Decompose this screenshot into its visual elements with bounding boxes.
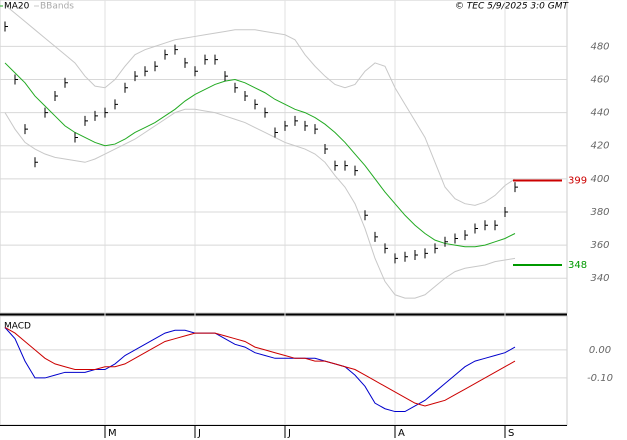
price-bar [314,124,318,135]
price-bar [494,220,498,231]
x-tick-label: J [197,428,201,439]
price-panel [0,0,568,314]
price-bar [154,61,158,72]
price-bar [254,99,258,110]
y-tick-label: 420 [590,141,609,152]
macd-title: MACD [4,322,31,332]
price-bar [174,44,178,55]
level-label: 399 [568,176,587,187]
price-bar [264,107,268,118]
price-bar [234,82,238,93]
price-bar [14,74,18,85]
x-tick-label: S [508,428,514,439]
legend-label: MA20 [4,2,30,12]
price-bar [364,210,368,221]
price-bar [374,231,378,242]
price-bar [144,66,148,77]
price-bar [354,165,358,176]
price-bar [124,82,128,93]
price-bar [294,115,298,126]
price-bar [344,160,348,171]
price-bar [4,21,8,32]
price-bar [214,54,218,65]
price-bar [304,120,308,131]
price-bar [114,99,118,110]
price-bar [454,233,458,244]
band-upper [4,4,516,206]
macd-line [4,327,516,413]
price-bar [24,124,28,135]
price-bar [34,157,38,168]
price-bar [334,160,338,171]
price-bar [284,120,288,131]
price-bar [404,251,408,262]
price-bar [434,243,438,254]
y-tick-label: 400 [590,174,609,185]
price-bar [324,144,328,155]
price-bar [54,91,58,102]
price-bar [514,182,518,193]
price-bar [164,49,168,60]
price-bar [394,253,398,264]
y-tick-label: 460 [590,74,609,85]
x-tick-label: M [108,428,117,439]
y-tick-label: 480 [590,41,609,52]
price-bar [384,243,388,254]
price-bar [414,250,418,261]
y-tick-label: 340 [590,273,609,284]
price-bar [474,223,478,234]
price-bar [444,236,448,247]
price-bar [104,107,108,118]
price-bar [204,54,208,65]
y-tick-label: -0.10 [587,373,613,384]
price-bar [84,115,88,126]
ma-line [4,62,516,248]
level-label: 348 [568,260,587,271]
y-tick-label: 0.00 [589,345,611,356]
price-bar [464,230,468,241]
price-bar [424,248,428,259]
y-tick-label: 360 [590,240,609,251]
price-bar [64,77,68,88]
price-bar [244,91,248,102]
macd-line [4,327,516,407]
source: © TEC 5/9/2025 3:0 GMT [455,2,570,12]
price-bar [274,127,278,138]
legend-label: BBands [40,2,74,12]
price-bar [74,132,78,143]
x-tick-label: J [287,428,291,439]
y-tick-label: 380 [590,207,609,218]
y-tick-label: 440 [590,108,609,119]
price-bar [484,220,488,231]
band-lower [4,108,516,299]
price-bar [184,57,188,68]
price-bar [224,71,228,82]
macd-panel [0,315,568,426]
x-tick-label: A [398,428,405,439]
price-bar [194,66,198,77]
price-bar [44,107,48,118]
price-bar [504,206,508,217]
price-bar [94,110,98,121]
price-bar [134,71,138,82]
